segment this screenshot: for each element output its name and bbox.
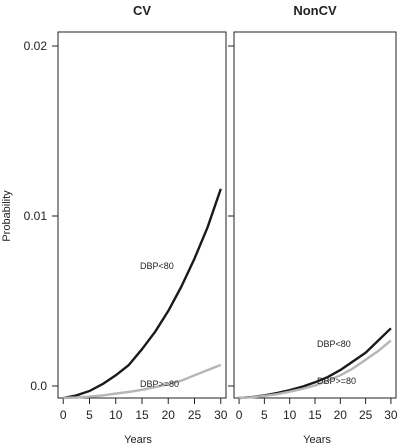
x-tick-label: 15 [308,408,322,422]
series-line-dbp-lt-80 [63,188,222,400]
y-tick-label: 0.02 [24,39,48,53]
x-axis-cv: 0 5 10 15 20 25 30 [60,398,228,422]
y-axis-label: Probability [1,190,13,242]
x-tick-label: 5 [261,408,268,422]
y-axis: 0.0 0.01 0.02 Probability [1,39,58,393]
panel-noncv: NonCV [233,3,397,399]
x-tick-label: 0 [60,408,67,422]
series-line-dbp-ge-80 [239,339,392,400]
y-tick-label: 0.01 [24,209,48,223]
panel-title-cv: CV [133,3,151,18]
y-tick-label: 0.0 [30,379,47,393]
plot-frame-noncv [233,31,397,399]
x-tick-label: 15 [135,408,149,422]
x-tick-label: 5 [86,408,93,422]
curve-label-cv-dbp-lt-80: DBP<80 [140,261,174,271]
x-axis-noncv: 0 5 10 15 20 25 30 [236,398,398,422]
series-group-cv [63,188,222,400]
y-axis-right-panel [228,45,234,387]
x-tick-label: 0 [236,408,243,422]
x-tick-label: 10 [109,408,123,422]
panel-title-noncv: NonCV [293,3,337,18]
x-tick-label: 25 [188,408,202,422]
curve-label-noncv-dbp-lt-80: DBP<80 [317,339,351,349]
x-tick-label: 20 [162,408,176,422]
x-axis-label-noncv: Years [303,434,331,446]
curve-label-cv-dbp-ge-80: DBP>=80 [140,379,179,389]
x-axis-label-cv: Years [124,434,152,446]
panel-cv: CV [57,3,227,399]
plot-frame-cv [57,31,227,399]
x-tick-label: 20 [334,408,348,422]
x-tick-label: 30 [384,408,398,422]
series-line-dbp-lt-80 [239,327,392,400]
series-group-noncv [239,327,392,400]
x-tick-label: 30 [214,408,228,422]
x-tick-label: 25 [359,408,373,422]
series-line-dbp-ge-80 [63,363,222,400]
x-tick-label: 10 [283,408,297,422]
curve-label-noncv-dbp-ge-80: DBP>=80 [317,376,356,386]
